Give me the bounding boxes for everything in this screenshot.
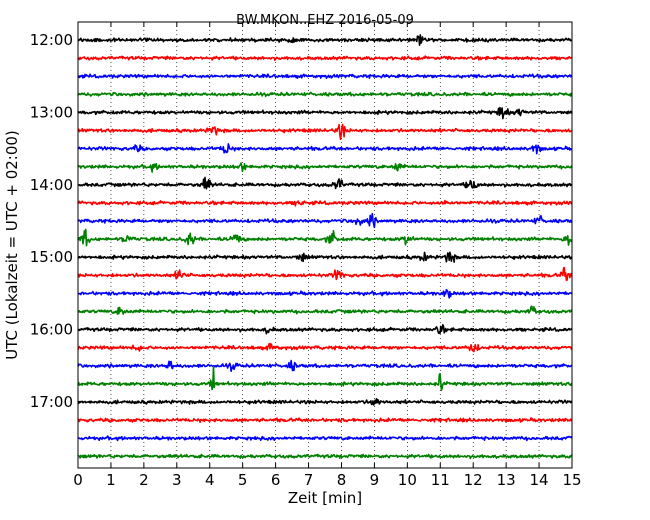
trace-line-1230	[77, 73, 573, 79]
trace-line-1745	[77, 453, 573, 460]
x-tick-label: 7	[304, 471, 314, 489]
trace-line-1215	[77, 55, 573, 62]
y-tick-label: 15:00	[30, 248, 73, 266]
x-tick-label: 12	[464, 471, 483, 489]
trace-line-1645	[77, 365, 573, 391]
x-tick-label: 4	[205, 471, 215, 489]
axis-ticks: 0 1 2 3 4 5 6 7 8 9 10 11 12 13 14 1512:0013:0014:0015:…	[30, 22, 582, 489]
trace-line-1530	[77, 288, 573, 299]
trace-line-1345	[77, 162, 573, 173]
trace-line-1330	[77, 143, 573, 155]
trace-line-1300	[77, 106, 573, 120]
y-tick-label: 16:00	[30, 321, 73, 339]
plot-frame	[77, 21, 573, 469]
x-tick-label: 11	[431, 471, 450, 489]
chart-title: BW.MKON..EHZ 2016-05-09	[236, 13, 414, 28]
x-tick-label: 13	[497, 471, 516, 489]
x-tick-label: 3	[172, 471, 182, 489]
x-tick-label: 1	[106, 471, 116, 489]
trace-line-1500	[77, 251, 573, 263]
x-tick-label: 5	[238, 471, 248, 489]
y-tick-label: 12:00	[30, 31, 73, 49]
trace-line-1245	[77, 91, 573, 98]
trace-line-1600	[77, 324, 573, 335]
x-tick-label: 6	[271, 471, 281, 489]
trace-line-1430	[77, 212, 573, 229]
x-tick-label: 15	[562, 471, 581, 489]
x-tick-label: 10	[398, 471, 417, 489]
trace-line-1615	[77, 342, 573, 353]
trace-group	[77, 34, 573, 460]
trace-line-1715	[77, 417, 573, 423]
y-tick-label: 14:00	[30, 176, 73, 194]
trace-line-1415	[77, 199, 573, 207]
x-tick-label: 14	[530, 471, 549, 489]
trace-line-1730	[77, 435, 573, 442]
x-tick-label: 0	[73, 471, 83, 489]
trace-line-1445	[77, 228, 573, 247]
y-axis-label: UTC (Lokalzeit = UTC + 02:00)	[3, 130, 21, 360]
x-axis-label: Zeit [min]	[288, 489, 362, 507]
y-tick-label: 13:00	[30, 103, 73, 121]
trace-line-1700	[77, 397, 573, 406]
trace-line-1545	[77, 305, 573, 315]
x-tick-label: 9	[370, 471, 380, 489]
trace-line-1315	[77, 123, 573, 141]
x-tick-label: 8	[337, 471, 347, 489]
y-tick-label: 17:00	[30, 393, 73, 411]
trace-line-1400	[77, 176, 573, 190]
trace-line-1630	[77, 359, 573, 373]
x-tick-label: 2	[139, 471, 149, 489]
trace-line-1200	[77, 34, 573, 46]
trace-line-1515	[77, 266, 573, 281]
